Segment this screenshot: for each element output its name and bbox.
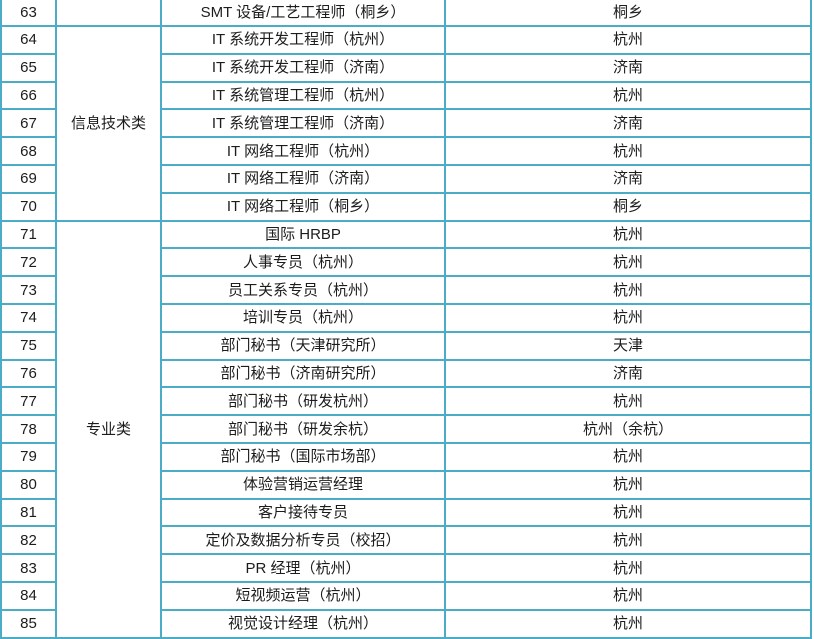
location-cell: 杭州	[444, 497, 812, 528]
location-cell: 杭州	[444, 386, 812, 417]
location-cell: 杭州	[444, 608, 812, 639]
row-number-cell: 74	[0, 302, 57, 333]
table-row: 68 IT 网络工程师（杭州） 杭州	[0, 136, 812, 166]
location-cell: 杭州	[444, 469, 812, 500]
row-number-cell: 73	[0, 275, 57, 305]
table-row: 66 IT 系统管理工程师（杭州） 杭州	[0, 80, 812, 111]
table-row: 75 部门秘书（天津研究所） 天津	[0, 330, 812, 361]
table-row: 84 短视频运营（杭州） 杭州	[0, 580, 812, 611]
position-cell: IT 网络工程师（济南）	[160, 163, 446, 194]
row-number-cell: 72	[0, 247, 57, 278]
position-cell: IT 系统管理工程师（济南）	[160, 108, 446, 139]
table-row: 76 部门秘书（济南研究所） 济南	[0, 358, 812, 389]
row-number-cell: 68	[0, 136, 57, 166]
location-cell: 济南	[444, 52, 812, 83]
table-row: 82 定价及数据分析专员（校招） 杭州	[0, 525, 812, 556]
table-row: 65 IT 系统开发工程师（济南） 济南	[0, 52, 812, 83]
table-row: 71 专业类 国际 HRBP 杭州	[0, 219, 812, 639]
position-cell: 国际 HRBP	[160, 219, 446, 250]
location-cell: 济南	[444, 358, 812, 389]
position-cell: 定价及数据分析专员（校招）	[160, 525, 446, 556]
position-cell: 人事专员（杭州）	[160, 247, 446, 278]
position-cell: SMT 设备/工艺工程师（桐乡）	[160, 0, 446, 27]
table-row: 63 SMT 设备/工艺工程师（桐乡） 桐乡	[0, 0, 812, 27]
position-cell: 短视频运营（杭州）	[160, 580, 446, 611]
row-number-cell: 81	[0, 497, 57, 528]
row-number-cell: 83	[0, 553, 57, 583]
row-number-cell: 80	[0, 469, 57, 500]
position-cell: 部门秘书（济南研究所）	[160, 358, 446, 389]
location-cell: 杭州	[444, 580, 812, 611]
row-number-cell: 65	[0, 52, 57, 83]
row-number-cell: 82	[0, 525, 57, 556]
row-number-cell: 71	[0, 219, 57, 250]
row-number-cell: 63	[0, 0, 57, 27]
position-cell: 部门秘书（研发杭州）	[160, 386, 446, 417]
category-cell	[55, 0, 162, 27]
position-cell: PR 经理（杭州）	[160, 553, 446, 583]
table-row: 81 客户接待专员 杭州	[0, 497, 812, 528]
position-cell: 视觉设计经理（杭州）	[160, 608, 446, 639]
row-number-cell: 77	[0, 386, 57, 417]
location-cell: 济南	[444, 163, 812, 194]
table-row: 64 信息技术类 IT 系统开发工程师（杭州） 杭州	[0, 25, 812, 222]
position-cell: IT 系统开发工程师（济南）	[160, 52, 446, 83]
position-cell: 部门秘书（国际市场部）	[160, 441, 446, 472]
location-cell: 杭州	[444, 302, 812, 333]
location-cell: 杭州（余杭）	[444, 414, 812, 444]
row-number-cell: 76	[0, 358, 57, 389]
location-cell: 杭州	[444, 441, 812, 472]
position-cell: 客户接待专员	[160, 497, 446, 528]
position-cell: IT 网络工程师（杭州）	[160, 136, 446, 166]
table-row: 74 培训专员（杭州） 杭州	[0, 302, 812, 333]
table-row: 78 部门秘书（研发余杭） 杭州（余杭）	[0, 414, 812, 444]
table-row: 69 IT 网络工程师（济南） 济南	[0, 163, 812, 194]
location-cell: 杭州	[444, 25, 812, 55]
row-number-cell: 70	[0, 191, 57, 222]
location-cell: 济南	[444, 108, 812, 139]
category-cell: 信息技术类	[55, 25, 162, 222]
row-number-cell: 78	[0, 414, 57, 444]
position-cell: 部门秘书（天津研究所）	[160, 330, 446, 361]
row-number-cell: 79	[0, 441, 57, 472]
position-cell: 体验营销运营经理	[160, 469, 446, 500]
table-row: 83 PR 经理（杭州） 杭州	[0, 553, 812, 583]
location-cell: 杭州	[444, 219, 812, 250]
position-cell: 部门秘书（研发余杭）	[160, 414, 446, 444]
position-cell: IT 系统管理工程师（杭州）	[160, 80, 446, 111]
position-cell: IT 网络工程师（桐乡）	[160, 191, 446, 222]
row-number-cell: 75	[0, 330, 57, 361]
location-cell: 天津	[444, 330, 812, 361]
table-row: 67 IT 系统管理工程师（济南） 济南	[0, 108, 812, 139]
table-row: 70 IT 网络工程师（桐乡） 桐乡	[0, 191, 812, 222]
location-cell: 桐乡	[444, 0, 812, 27]
position-cell: IT 系统开发工程师（杭州）	[160, 25, 446, 55]
row-number-cell: 67	[0, 108, 57, 139]
row-number-cell: 69	[0, 163, 57, 194]
location-cell: 桐乡	[444, 191, 812, 222]
category-cell: 专业类	[55, 219, 162, 639]
location-cell: 杭州	[444, 553, 812, 583]
location-cell: 杭州	[444, 247, 812, 278]
row-number-cell: 85	[0, 608, 57, 639]
table-row: 73 员工关系专员（杭州） 杭州	[0, 275, 812, 305]
table-row: 77 部门秘书（研发杭州） 杭州	[0, 386, 812, 417]
table-row: 80 体验营销运营经理 杭州	[0, 469, 812, 500]
location-cell: 杭州	[444, 80, 812, 111]
row-number-cell: 84	[0, 580, 57, 611]
row-number-cell: 64	[0, 25, 57, 55]
position-cell: 员工关系专员（杭州）	[160, 275, 446, 305]
table-row: 72 人事专员（杭州） 杭州	[0, 247, 812, 278]
table-row: 85 视觉设计经理（杭州） 杭州	[0, 608, 812, 639]
location-cell: 杭州	[444, 525, 812, 556]
location-cell: 杭州	[444, 136, 812, 166]
position-cell: 培训专员（杭州）	[160, 302, 446, 333]
table-row: 79 部门秘书（国际市场部） 杭州	[0, 441, 812, 472]
location-cell: 杭州	[444, 275, 812, 305]
row-number-cell: 66	[0, 80, 57, 111]
